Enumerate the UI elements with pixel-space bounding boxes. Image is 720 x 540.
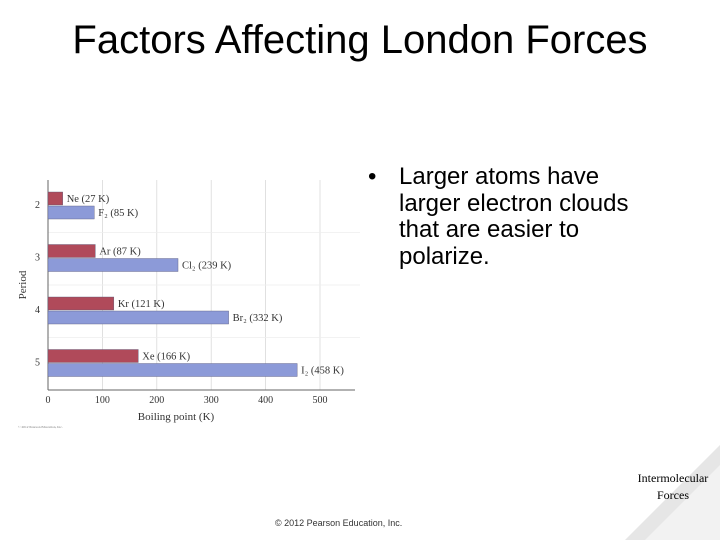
bullet-marker: • [368,163,377,190]
bar-label: Kr (121 K) [118,299,165,310]
y-axis-label: Period [17,270,29,299]
corner-decoration [625,445,720,540]
bar-label: F₂ (85 K) [98,208,138,219]
copyright-footer: © 2012 Pearson Education, Inc. [275,518,403,528]
period-tick-label: 5 [35,358,40,369]
bar-label: Br₂ (332 K) [233,313,283,324]
bar-label: Ne (27 K) [67,194,110,205]
x-tick-label: 100 [95,395,110,406]
period-tick-label: 4 [35,305,40,316]
bar-label: Cl₂ (239 K) [182,261,232,272]
bar-halogen [47,205,95,220]
slide-title: Factors Affecting London Forces [72,18,648,62]
period-tick-label: 3 [35,253,40,264]
bar-halogen [47,363,298,377]
bar-label: Xe (166 K) [142,352,190,363]
x-axis-label: Boiling point (K) [138,411,215,423]
bar-noble-gas [47,244,96,258]
bullet-point: • Larger atoms have larger electron clou… [368,163,658,270]
bar-noble-gas [47,191,63,206]
bar-label: Ar (87 K) [99,247,141,258]
x-tick-label: 200 [149,395,164,406]
x-tick-label: 0 [46,395,51,406]
period-tick-label: 2 [35,200,40,211]
x-tick-label: 300 [204,395,219,406]
bullet-text: Larger atoms have larger electron clouds… [399,163,629,270]
chart-credit: © 2012 Pearson Education, Inc. [18,424,63,430]
section-tag: Intermolecular Forces [637,471,709,502]
boiling-point-chart: Ne (27 K) F₂ (85 K) 2 Ar (87 K) Cl₂ (239 K) 3… [17,180,360,430]
x-tick-label: 400 [258,395,273,406]
bar-halogen [47,310,229,325]
bar-label: I₂ (458 K) [301,366,344,377]
bar-noble-gas [47,349,139,363]
bar-noble-gas [47,296,115,311]
bar-halogen [47,258,179,272]
x-tick-label: 500 [313,395,328,406]
